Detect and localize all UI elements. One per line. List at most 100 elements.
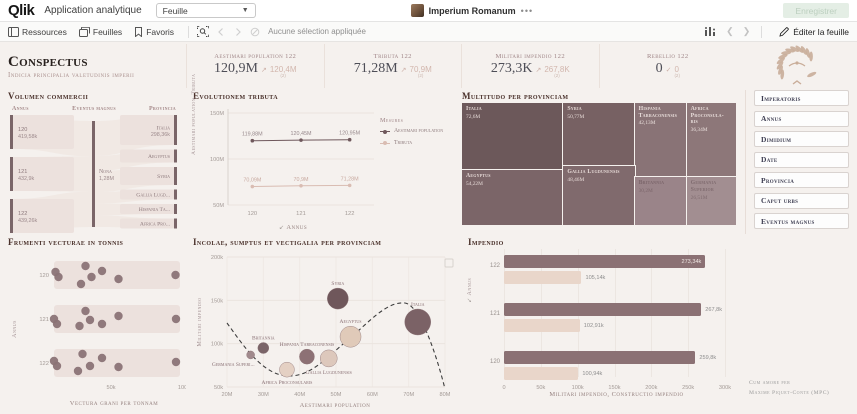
kpi-rebellio[interactable]: Rebellio 122 0 ✓ 0 (2)	[598, 44, 737, 88]
favorites-label: Favoris	[146, 26, 175, 37]
svg-text:Nona: Nona	[99, 169, 112, 175]
svg-text:71,28M: 71,28M	[341, 176, 359, 182]
svg-text:122: 122	[18, 211, 27, 217]
treemap-cell[interactable]: Britannia 30,2M	[633, 176, 688, 226]
bubble-germania-superi-[interactable]	[246, 350, 255, 360]
smart-search-icon[interactable]	[197, 26, 210, 37]
svg-text:40M: 40M	[294, 392, 305, 398]
top-bar: Qlik Application analytique Feuille ▼ Im…	[0, 0, 857, 22]
x-axis-label: Militari impendio, Constructio impendio	[549, 391, 684, 398]
svg-text:150M: 150M	[210, 111, 224, 117]
filter-date[interactable]: Date	[754, 151, 849, 168]
treemap-cell[interactable]: Syria 50,77M	[562, 101, 636, 168]
favorites-button[interactable]: Favoris	[134, 26, 175, 37]
filter-provincia[interactable]: Provincia	[754, 172, 849, 188]
multitudo-per-provinciam-treemap[interactable]: Multitudo per provinciam Italia 72,6M Syr…	[460, 91, 737, 233]
clear-selections-icon[interactable]	[250, 27, 260, 37]
resources-label: Ressources	[22, 26, 67, 37]
bar-militari-impendio[interactable]: 267,8k	[504, 303, 722, 316]
svg-text:Hispania Ta...: Hispania Ta...	[139, 207, 171, 213]
svg-text:122: 122	[345, 211, 355, 217]
kpi-compare-value: 267,8K (2)	[544, 65, 570, 79]
bubble-aegyptus[interactable]	[339, 326, 362, 348]
user-avatar[interactable]	[410, 4, 424, 17]
svg-text:70,9M: 70,9M	[294, 177, 309, 183]
x-tick: 300k	[718, 385, 732, 391]
treemap-cell[interactable]: Hispania Tarraconensis 42,13M	[633, 101, 688, 179]
resources-button[interactable]: Ressources	[8, 26, 67, 37]
pencil-icon	[779, 26, 789, 37]
bar-constructio-impendio[interactable]: 105,14k	[504, 271, 605, 284]
treemap-cell[interactable]: Gallia Lugdunensis 48,46M	[562, 165, 636, 226]
legend-item[interactable]: Tributa	[380, 140, 446, 147]
svg-text:120: 120	[18, 127, 27, 133]
treemap-cell[interactable]: Aegyptus 54,22M	[460, 169, 565, 226]
treemap-cell[interactable]: Germania Superior 26,51M	[685, 176, 737, 226]
bar-militari-impendio[interactable]: 273,34k	[504, 255, 706, 268]
treemap-cell[interactable]: Italia 72,6M	[460, 101, 565, 172]
incolae-bubble-chart[interactable]: Incolae, sumptus et vectigalia per provi…	[193, 237, 461, 411]
svg-text:70M: 70M	[403, 392, 414, 398]
user-name[interactable]: Imperium Romanum	[428, 5, 516, 16]
bubble-italia[interactable]	[404, 308, 431, 336]
kpi-tributa[interactable]: Tributa 122 71,28M ↗ 70,9M (2)	[323, 44, 462, 88]
legend-item[interactable]: Aestimari population	[380, 128, 446, 135]
impendio-bar-chart[interactable]: Impendio ↙Annus 0 50k 100k 150k 200k 250…	[466, 237, 736, 411]
bar-constructio-impendio[interactable]: 102,91k	[504, 319, 604, 332]
filter-eventus-magnus[interactable]: Eventus magnus	[754, 213, 849, 229]
kpi-compare-value: 0 (2)	[674, 65, 680, 79]
bubble-syria[interactable]	[327, 287, 349, 310]
svg-text:Britannia: Britannia	[252, 336, 275, 342]
selection-status: Aucune sélection appliquée	[268, 27, 366, 36]
svg-text:Aegyptus: Aegyptus	[340, 319, 362, 325]
sheets-button[interactable]: Feuilles	[78, 26, 123, 37]
kpi-compare-value: 70,9M (2)	[409, 65, 432, 79]
app-type-label: Application analytique	[44, 5, 142, 16]
frumenti-vecturae-chart[interactable]: Frumenti vecturae in tonnis Annus 120 121 1…	[8, 237, 190, 411]
evolutionem-tributa-chart[interactable]: Evolutionem tributa Aestimari population…	[191, 74, 455, 233]
qlik-logo[interactable]: Qlik	[8, 2, 35, 19]
svg-text:Annus: Annus	[12, 320, 18, 338]
y-axis-label: ↙Annus	[466, 277, 473, 303]
bubble-gallia-lugdunensis[interactable]	[320, 349, 338, 368]
chart-title: Multitudo per provinciam	[462, 91, 569, 101]
bubble-chart-canvas[interactable]: Militari impendio 20M 30M 40M 50M 60M 70M 80M 20…	[193, 249, 461, 399]
sheet-selector-value: Feuille	[162, 5, 188, 16]
sheets-label: Feuilles	[92, 26, 123, 37]
svg-text:50M: 50M	[331, 392, 342, 398]
save-button[interactable]: Enregistrer	[783, 3, 849, 18]
filter-caput-urbs[interactable]: Caput urbs	[754, 192, 849, 209]
bubble-hispania-tarraconensis[interactable]	[299, 348, 315, 365]
bubble-africa-proconsularis[interactable]	[279, 361, 295, 378]
treemap-cell[interactable]: Africa Proconsula- ris 36,34M	[685, 101, 737, 179]
prev-sheet-icon[interactable]: ❮	[726, 26, 734, 36]
volumen-commercii-chart[interactable]: Volumen commercii Annus Eventus magnus Pro…	[8, 91, 186, 233]
edit-sheet-button[interactable]: Éditer la feuille	[779, 27, 849, 37]
filter-imperatoris[interactable]: Imperatoris	[754, 90, 849, 106]
line-chart-canvas[interactable]: 150M 100M 50M 119,88M 120,45M 120,95M 70,09M 70…	[202, 103, 380, 219]
bar-constructio-impendio[interactable]: 100,94k	[504, 367, 602, 380]
svg-text:121: 121	[296, 211, 306, 217]
step-back-icon[interactable]	[216, 27, 226, 37]
bubble-britannia[interactable]	[257, 342, 270, 354]
svg-text:Syria: Syria	[331, 281, 344, 287]
kpi-aestimari-population[interactable]: Aestimari population 122 120,9M ↗ 120,4M…	[186, 44, 324, 88]
step-forward-icon[interactable]	[233, 27, 243, 37]
more-menu-icon[interactable]: •••	[520, 5, 534, 16]
next-sheet-icon[interactable]: ❯	[742, 26, 751, 36]
kpi-value: 273,3K	[490, 61, 533, 77]
filter-annus[interactable]: Annus	[754, 110, 849, 127]
bar-militari-impendio[interactable]: 259,8k	[504, 351, 716, 364]
sheet-toolbar: Ressources Feuilles Favoris Aucune sélec…	[0, 22, 857, 42]
sheet-selector-dropdown[interactable]: Feuille ▼	[155, 3, 256, 18]
kpi-militari-impendio[interactable]: Militari impendio 122 273,3K ↗ 267,8K (2)	[461, 44, 599, 88]
svg-text:432,9k: 432,9k	[18, 176, 34, 182]
expand-chart-icon[interactable]	[444, 258, 454, 268]
insight-advisor-icon[interactable]	[704, 26, 717, 37]
filter-dimidium[interactable]: Dimidium	[754, 131, 849, 147]
x-tick: 0	[502, 385, 506, 391]
dimension-selector-icon[interactable]: ↙	[278, 224, 285, 231]
strip-chart-canvas[interactable]: Annus 120 121 122 50k 100k	[8, 249, 190, 395]
page-subtitle: Indicia principalia valetudinis imperii	[8, 71, 135, 79]
